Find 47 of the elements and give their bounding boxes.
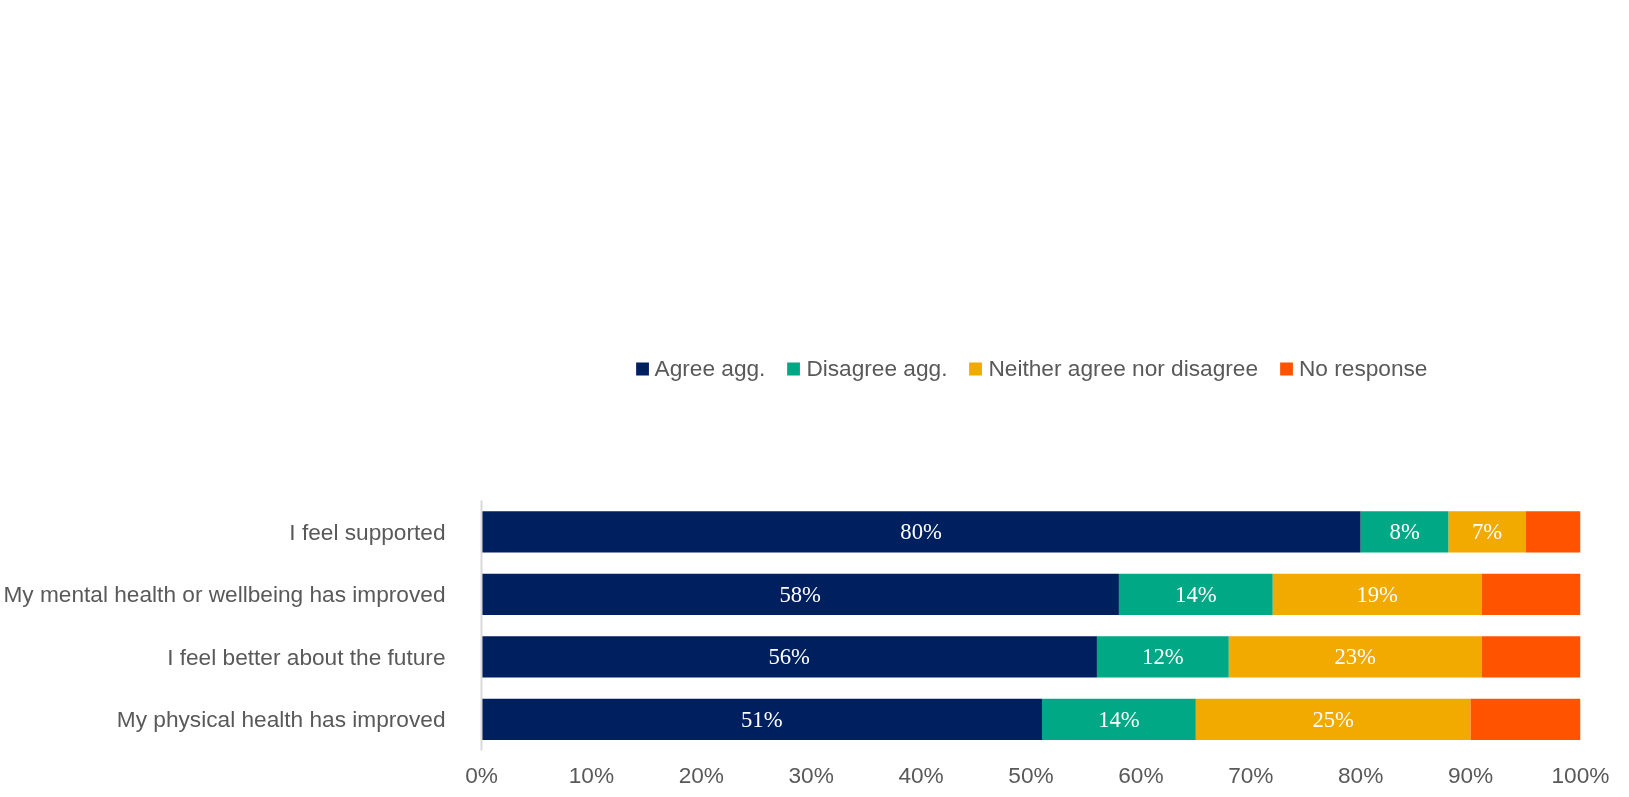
legend-label: Disagree agg. <box>806 354 948 382</box>
x-tick-label: 60% <box>1118 761 1164 788</box>
bar <box>1470 698 1581 740</box>
data-label: 19% <box>1356 581 1399 607</box>
bar <box>481 573 1119 615</box>
bar <box>1272 573 1482 615</box>
x-tick-label: 40% <box>898 761 944 788</box>
data-label: 80% <box>900 519 942 545</box>
x-tick-label: 0% <box>465 761 498 788</box>
bar <box>1118 573 1273 615</box>
legend-label: Agree agg. <box>654 354 766 382</box>
bar <box>1195 698 1471 740</box>
data-label: 14% <box>1098 706 1140 732</box>
data-label: 14% <box>1175 581 1217 607</box>
data-label: 56% <box>768 644 811 670</box>
x-tick-label: 100% <box>1551 761 1610 788</box>
bar <box>481 636 1097 678</box>
x-tick-label: 50% <box>1008 761 1054 788</box>
y-tick-label: My physical health has improved <box>116 706 446 733</box>
y-tick-label: My mental health or wellbeing has improved <box>3 581 446 608</box>
y-tick-label: I feel better about the future <box>167 643 446 670</box>
bar <box>481 511 1361 553</box>
data-label: 23% <box>1334 644 1377 670</box>
bar <box>1448 511 1526 553</box>
bar <box>481 698 1042 740</box>
bar <box>1228 636 1482 678</box>
bar <box>1041 698 1196 740</box>
legend-label: No response <box>1298 354 1428 382</box>
bar <box>1360 511 1449 553</box>
x-tick-label: 70% <box>1228 761 1274 788</box>
data-label: 7% <box>1471 519 1503 545</box>
bar <box>1525 511 1581 553</box>
bar <box>1481 573 1581 615</box>
bar <box>1481 636 1581 678</box>
data-label: 51% <box>740 706 783 732</box>
x-tick-label: 30% <box>788 761 834 788</box>
x-tick-label: 20% <box>678 761 724 788</box>
x-tick-label: 80% <box>1338 761 1384 788</box>
y-tick-label: I feel supported <box>289 518 446 545</box>
data-label: 12% <box>1142 644 1184 670</box>
x-tick-label: 10% <box>568 761 615 788</box>
bar <box>1096 636 1229 678</box>
x-tick-label: 90% <box>1447 761 1494 788</box>
legend-label: Neither agree nor disagree <box>988 354 1258 382</box>
data-label: 58% <box>779 581 822 607</box>
data-label: 8% <box>1389 519 1420 545</box>
data-label: 25% <box>1312 706 1355 732</box>
